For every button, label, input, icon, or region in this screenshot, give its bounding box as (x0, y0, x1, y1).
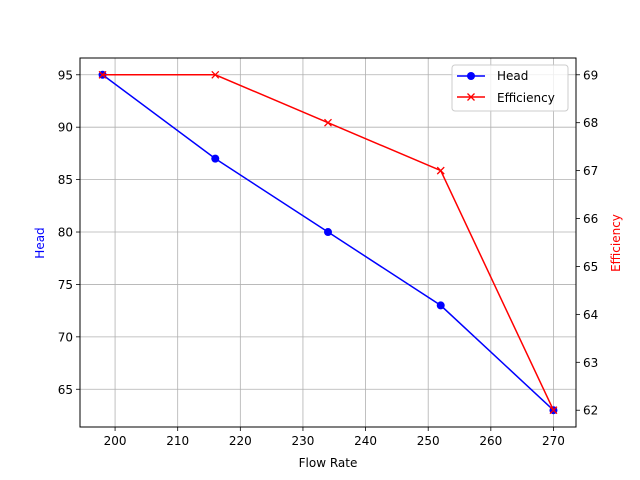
legend-item-efficiency: Efficiency (457, 91, 555, 105)
x-marker-icon (98, 70, 107, 79)
x-axis-label: Flow Rate (299, 456, 358, 470)
x-tick-label: 220 (229, 434, 252, 448)
x-tick-label: 270 (542, 434, 565, 448)
right-y-tick-label: 64 (583, 308, 598, 322)
left-y-tick-label: 65 (58, 383, 73, 397)
left-y-axis-ticks: 65 70 75 80 85 90 95 (58, 68, 80, 397)
circle-marker-icon (324, 228, 332, 237)
left-y-tick-label: 90 (58, 121, 73, 135)
right-y-tick-label: 68 (583, 116, 598, 130)
series-efficiency (98, 70, 558, 415)
x-tick-label: 200 (104, 434, 127, 448)
x-axis-ticks: 200 210 220 230 240 250 260 270 (104, 427, 565, 448)
x-tick-label: 250 (417, 434, 440, 448)
left-y-tick-label: 85 (58, 173, 73, 187)
right-y-tick-label: 63 (583, 356, 598, 370)
grid-lines (80, 58, 576, 427)
circle-marker-icon (211, 154, 220, 163)
series-line (102, 74, 554, 411)
right-y-tick-label: 67 (583, 164, 598, 178)
circle-marker-icon (436, 301, 445, 310)
right-y-tick-label: 65 (583, 260, 598, 274)
left-y-axis-label: Head (33, 227, 47, 258)
right-y-tick-label: 62 (583, 404, 598, 418)
left-y-tick-label: 95 (58, 68, 73, 82)
legend-item-head: Head (457, 69, 528, 83)
left-y-tick-label: 70 (58, 330, 73, 344)
x-marker-icon (549, 406, 558, 415)
series-layer (98, 70, 558, 415)
legend-label-head: Head (497, 69, 528, 83)
x-tick-label: 240 (354, 434, 377, 448)
x-tick-label: 260 (479, 434, 502, 448)
right-y-axis-label: Efficiency (609, 214, 623, 272)
right-y-axis-ticks: 62 63 64 65 66 67 68 69 (576, 68, 598, 418)
plot-frame (79, 57, 577, 428)
x-marker-icon (211, 70, 220, 79)
x-tick-label: 230 (291, 434, 314, 448)
circle-marker-icon (467, 72, 475, 80)
x-marker-icon (436, 166, 445, 175)
legend-label-efficiency: Efficiency (497, 91, 555, 105)
left-y-tick-label: 75 (58, 278, 73, 292)
legend: Head Efficiency (451, 64, 569, 112)
left-y-tick-label: 80 (58, 226, 73, 240)
x-marker-icon (324, 118, 332, 127)
x-tick-label: 210 (166, 434, 189, 448)
x-marker-icon (467, 93, 475, 101)
right-y-tick-label: 66 (583, 212, 598, 226)
right-y-tick-label: 69 (583, 68, 598, 82)
